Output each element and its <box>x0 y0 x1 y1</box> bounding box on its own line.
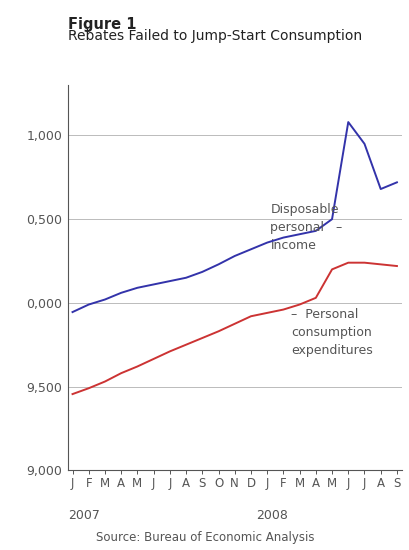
Text: 2007: 2007 <box>67 509 99 522</box>
Text: Rebates Failed to Jump-Start Consumption: Rebates Failed to Jump-Start Consumption <box>67 29 361 42</box>
Text: 2008: 2008 <box>256 509 288 522</box>
Text: Figure 1: Figure 1 <box>67 16 136 31</box>
Text: –  Personal
consumption
expenditures: – Personal consumption expenditures <box>291 309 372 358</box>
Text: Source: Bureau of Economic Analysis: Source: Bureau of Economic Analysis <box>96 531 313 544</box>
Text: Disposable
personal   –
income: Disposable personal – income <box>270 203 342 252</box>
